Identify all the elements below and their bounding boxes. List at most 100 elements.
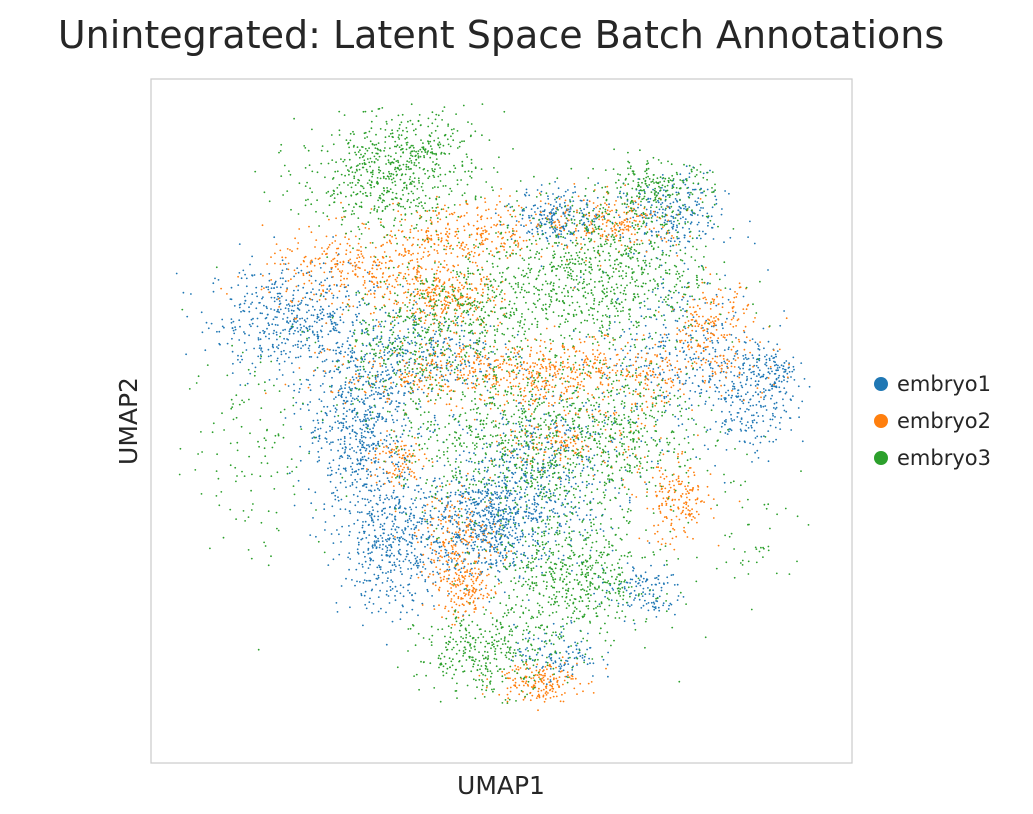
- data-point-embryo1: [289, 328, 291, 331]
- data-point-embryo1: [389, 403, 391, 406]
- data-point-embryo1: [239, 384, 242, 386]
- data-point-embryo1: [348, 552, 351, 554]
- data-point-embryo1: [427, 557, 430, 560]
- data-point-embryo1: [569, 404, 571, 407]
- data-point-embryo1: [333, 514, 336, 517]
- data-point-embryo1: [365, 607, 368, 610]
- data-point-embryo1: [379, 494, 382, 497]
- data-point-embryo1: [303, 325, 305, 327]
- data-point-embryo1: [527, 517, 530, 520]
- data-point-embryo1: [540, 515, 542, 518]
- data-point-embryo1: [567, 652, 570, 655]
- data-point-embryo1: [567, 189, 569, 191]
- data-point-embryo1: [662, 602, 665, 605]
- data-point-embryo1: [658, 595, 661, 598]
- data-point-embryo1: [702, 334, 705, 337]
- data-point-embryo1: [564, 523, 567, 525]
- data-point-embryo1: [485, 482, 488, 485]
- data-point-embryo2: [416, 258, 419, 261]
- data-point-embryo1: [477, 524, 479, 527]
- data-point-embryo1: [299, 329, 302, 331]
- data-point-embryo1: [724, 190, 726, 192]
- data-point-embryo1: [390, 569, 392, 572]
- data-point-embryo1: [687, 268, 689, 270]
- data-point-embryo1: [515, 220, 518, 222]
- data-point-embryo1: [572, 191, 574, 194]
- data-point-embryo1: [368, 405, 371, 408]
- data-point-embryo1: [654, 577, 656, 580]
- data-point-embryo1: [465, 378, 468, 381]
- data-point-embryo1: [580, 640, 583, 643]
- data-point-embryo2: [369, 312, 372, 315]
- data-point-embryo1: [692, 357, 695, 360]
- data-point-embryo1: [356, 537, 359, 540]
- data-point-embryo1: [327, 316, 330, 318]
- data-point-embryo1: [372, 546, 374, 549]
- data-point-embryo1: [425, 497, 428, 499]
- data-point-embryo1: [468, 493, 470, 496]
- data-point-embryo1: [462, 347, 465, 349]
- data-point-embryo1: [419, 517, 421, 519]
- data-point-embryo1: [546, 469, 549, 472]
- data-point-embryo1: [746, 358, 748, 361]
- data-point-embryo1: [335, 471, 338, 474]
- data-point-embryo1: [647, 308, 649, 310]
- data-point-embryo1: [635, 575, 638, 578]
- data-point-embryo1: [330, 441, 332, 444]
- data-point-embryo2: [493, 224, 495, 226]
- data-point-embryo1: [581, 657, 584, 659]
- data-point-embryo1: [597, 182, 599, 185]
- data-point-embryo1: [238, 272, 241, 274]
- data-point-embryo1: [364, 498, 366, 500]
- data-point-embryo1: [350, 392, 352, 395]
- data-point-embryo1: [311, 442, 314, 444]
- data-point-embryo1: [363, 579, 366, 581]
- data-point-embryo1: [562, 554, 565, 557]
- data-point-embryo1: [359, 581, 361, 583]
- data-point-embryo1: [700, 359, 703, 362]
- data-point-embryo1: [398, 501, 401, 504]
- data-point-embryo1: [347, 391, 350, 394]
- data-point-embryo1: [367, 380, 370, 383]
- data-point-embryo1: [520, 407, 523, 410]
- data-point-embryo1: [232, 329, 235, 332]
- data-point-embryo1: [233, 332, 236, 335]
- data-point-embryo2: [314, 257, 317, 260]
- data-point-embryo2: [334, 265, 337, 268]
- data-point-embryo1: [382, 468, 385, 471]
- data-point-embryo1: [458, 493, 461, 496]
- data-point-embryo1: [333, 415, 336, 418]
- data-point-embryo1: [374, 543, 376, 545]
- data-point-embryo1: [482, 510, 485, 512]
- data-point-embryo1: [466, 432, 469, 434]
- data-point-embryo1: [768, 359, 771, 362]
- data-point-embryo1: [503, 518, 505, 521]
- data-point-embryo1: [775, 438, 777, 441]
- data-point-embryo1: [757, 457, 760, 459]
- data-point-embryo1: [615, 211, 618, 214]
- data-point-embryo1: [349, 437, 352, 439]
- data-point-embryo1: [723, 349, 726, 351]
- data-point-embryo1: [661, 212, 664, 214]
- data-point-embryo1: [572, 651, 574, 653]
- data-point-embryo1: [364, 410, 367, 412]
- data-point-embryo1: [727, 389, 730, 392]
- data-point-embryo1: [545, 501, 548, 503]
- data-point-embryo1: [530, 214, 533, 217]
- data-point-embryo1: [365, 486, 368, 489]
- data-point-embryo2: [499, 216, 502, 219]
- data-point-embryo1: [553, 205, 555, 208]
- data-point-embryo1: [510, 238, 513, 241]
- data-point-embryo1: [631, 578, 634, 581]
- data-point-embryo1: [299, 445, 301, 448]
- data-point-embryo1: [662, 340, 665, 343]
- data-point-embryo1: [593, 473, 596, 476]
- data-point-embryo1: [715, 202, 718, 205]
- data-point-embryo1: [625, 195, 628, 197]
- data-point-embryo1: [238, 304, 241, 306]
- data-point-embryo1: [771, 370, 773, 373]
- data-point-embryo2: [372, 283, 375, 285]
- data-point-embryo1: [495, 551, 498, 553]
- data-point-embryo1: [358, 440, 361, 443]
- data-point-embryo1: [554, 181, 556, 183]
